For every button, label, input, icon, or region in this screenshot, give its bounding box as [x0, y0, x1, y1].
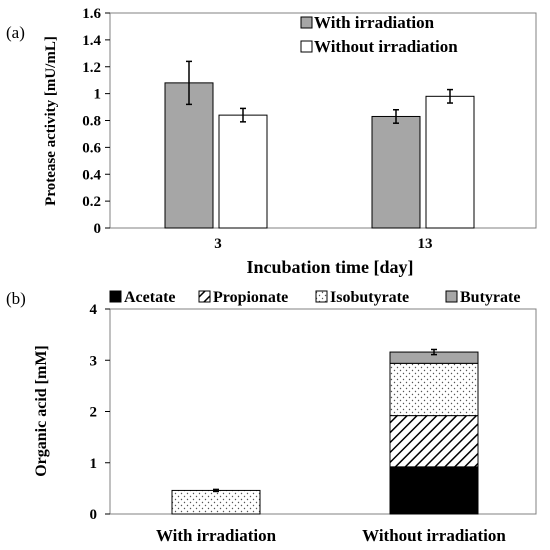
panel-a-y-tick-label: 1.2	[82, 60, 101, 76]
panel-a-y-axis-title: Protease activity [mU/mL]	[43, 36, 59, 206]
panel-a-y-tick-label: 1.6	[82, 6, 101, 22]
panel-a-x-tick-label: 13	[418, 236, 433, 252]
panel-a-x-axis: 3 13	[214, 236, 432, 252]
panel-a-x-tick-label: 3	[214, 236, 222, 252]
panel-a-y-tick-label: 0	[94, 221, 102, 237]
segment-isobutyrate-with-irradiation	[171, 489, 261, 515]
panel-a-bars	[164, 82, 475, 229]
panel-b: (b) Acetate Propionate Isobutyrate Butyr…	[6, 289, 537, 545]
error-bar-with-irradiation-day-3	[186, 60, 192, 106]
error-bar-total-without-irradiation	[431, 348, 437, 356]
panel-b-label: (b)	[6, 289, 26, 308]
legend-label-without-irradiation: Without irradiation	[314, 37, 458, 56]
bar-with-irradiation-day-3	[164, 82, 214, 229]
error-bar-without-irradiation-day-13	[447, 88, 453, 104]
panel-a-label: (a)	[6, 23, 25, 42]
panel-a-y-tick-label: 0.2	[82, 194, 101, 210]
error-bar-without-irradiation-day-3	[240, 107, 246, 123]
panel-b-x-axis: With irradiation Without irradiation	[156, 526, 506, 545]
legend-swatch-without-irradiation	[300, 40, 313, 53]
segment-propionate-without-irradiation	[389, 415, 479, 468]
segment-isobutyrate-without-irradiation	[389, 362, 479, 417]
panel-a: (a) 0 0.2 0.4 0.6 0.8 1 1.2 1.4 1.6 3 13 Protease…	[6, 6, 537, 277]
panel-a-y-tick-label: 1.4	[82, 33, 101, 49]
panel-a-y-axis: 0 0.2 0.4 0.6 0.8 1 1.2 1.4 1.6	[82, 6, 110, 237]
legend-label-isobutyrate: Isobutyrate	[330, 289, 409, 306]
panel-b-y-tick-label: 3	[90, 353, 98, 369]
panel-a-y-tick-label: 0.4	[82, 167, 101, 183]
panel-b-y-tick-label: 0	[90, 507, 98, 523]
panel-b-legend: Acetate Propionate Isobutyrate Butyrate	[109, 289, 520, 306]
legend-label-with-irradiation: With irradiation	[314, 13, 435, 32]
panel-b-bars	[171, 351, 479, 515]
bar-with-irradiation-day-13	[371, 115, 421, 229]
bar-without-irradiation-day-13	[425, 95, 475, 229]
bar-without-irradiation-day-3	[218, 114, 268, 229]
panel-b-error-bars	[213, 348, 437, 493]
legend-label-butyrate: Butyrate	[460, 289, 520, 306]
legend-swatch-propionate	[198, 290, 211, 303]
panel-a-x-axis-title: Incubation time [day]	[246, 257, 413, 277]
error-bar-with-irradiation-day-13	[393, 109, 399, 124]
panel-b-y-tick-label: 2	[90, 405, 98, 421]
panel-a-error-bars	[186, 60, 453, 124]
panel-b-y-tick-label: 4	[90, 302, 98, 318]
legend-swatch-isobutyrate	[315, 290, 328, 303]
panel-a-y-tick-label: 0.8	[82, 114, 101, 130]
error-bar-total-with-irradiation	[213, 488, 219, 493]
legend-label-propionate: Propionate	[213, 289, 288, 306]
panel-a-legend: With irradiation Without irradiation	[300, 13, 458, 56]
legend-swatch-with-irradiation	[300, 16, 313, 29]
panel-b-x-tick-label: With irradiation	[156, 526, 277, 545]
panel-a-y-tick-label: 1	[94, 87, 102, 103]
legend-label-acetate: Acetate	[124, 289, 176, 306]
panel-b-y-tick-label: 1	[90, 456, 98, 472]
panel-b-y-axis-title: Organic acid [mM]	[33, 345, 50, 477]
legend-swatch-acetate	[109, 290, 122, 303]
panel-a-y-tick-label: 0.6	[82, 140, 101, 156]
panel-b-y-axis: 0 1 2 3 4	[90, 302, 110, 523]
panel-b-x-tick-label: Without irradiation	[362, 526, 506, 545]
segment-acetate-without-irradiation	[389, 466, 479, 515]
legend-swatch-butyrate	[445, 290, 458, 303]
